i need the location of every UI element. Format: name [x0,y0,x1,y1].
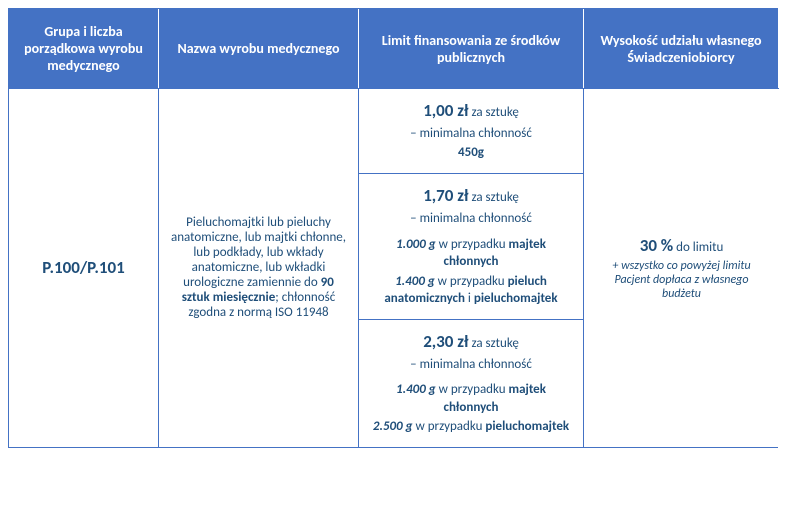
limit1-weight: 450g [458,144,484,162]
limit-row-3: 2,30 zł za sztukę – minimalna chłonność … [359,320,583,447]
header-name: Nazwa wyrobu medycznego [159,9,359,88]
share-txt: do limitu [673,240,723,255]
cell-share: 30 % do limitu + wszystko co powyżej lim… [584,88,779,447]
cell-group-code: P.100/P.101 [9,88,159,447]
limit3-sub: – minimalna chłonność [410,356,532,374]
limit2-t2: w przypadku [435,274,508,289]
limit2-price: 1,70 zł [423,185,468,206]
limit2-w2: 1.400 g [395,274,435,289]
cell-limits: 1,00 zł za sztukę – minimalna chłonność … [359,88,584,447]
limit2-t1: w przypadku [436,237,509,252]
limit3-t1: w przypadku [436,382,509,397]
limit3-w2: 2.500 g [373,419,413,434]
header-limit: Limit finansowania ze środków publicznyc… [359,9,584,88]
financing-table: Grupa i liczba porządkowa wyrobu medyczn… [8,8,778,448]
limit1-per: za sztukę [469,105,519,120]
limit2-per: za sztukę [469,190,519,205]
share-pct: 30 % [640,235,673,256]
limit3-p2: pieluchomajtek [485,419,569,434]
limit2-sub: – minimalna chłonność [410,210,532,228]
limit3-t2: w przypadku [413,419,486,434]
limit2-p2b: pieluchomajtek [474,291,558,306]
limit2-and: i [465,291,474,306]
header-group: Grupa i liczba porządkowa wyrobu medyczn… [9,9,159,88]
share-note: + wszystko co powyżej limitu Pacjent dop… [594,259,769,301]
header-share: Wysokość udziału własnego Świadczeniobio… [584,9,779,88]
limit3-per: za sztukę [469,336,519,351]
limit2-w1: 1.000 g [396,237,436,252]
cell-product-name: Pieluchomajtki lub pieluchy anatomiczne,… [159,88,359,447]
limit3-w1: 1.400 g [396,382,436,397]
limit-row-1: 1,00 zł za sztukę – minimalna chłonność … [359,89,583,174]
limit-row-2: 1,70 zł za sztukę – minimalna chłonność … [359,174,583,320]
limit1-price: 1,00 zł [423,100,468,121]
limit1-sub: – minimalna chłonność [410,125,532,143]
limit3-price: 2,30 zł [423,331,468,352]
